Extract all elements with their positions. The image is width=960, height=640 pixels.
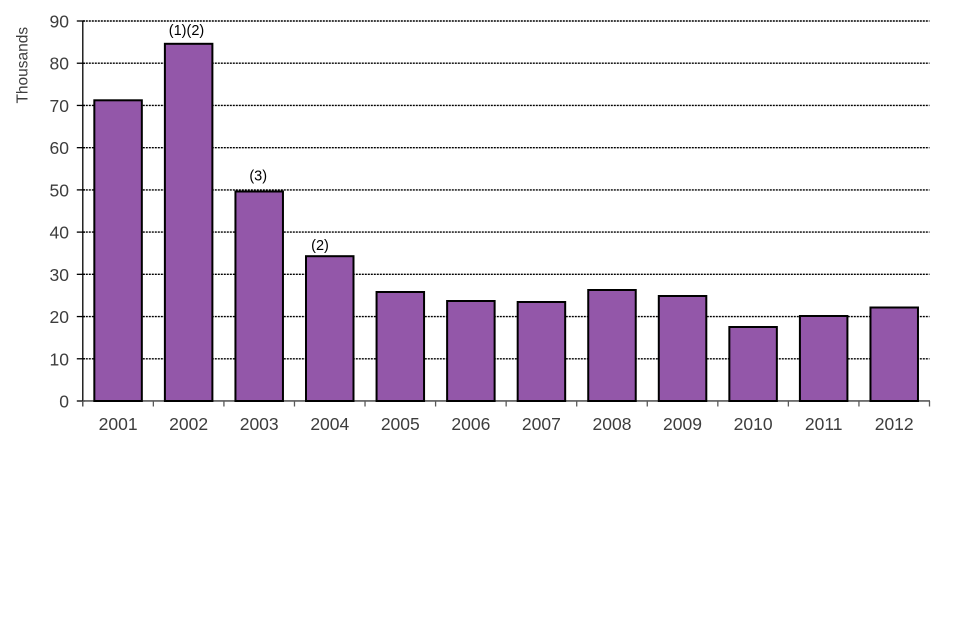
svg-text:40: 40 <box>50 223 70 243</box>
svg-text:70: 70 <box>50 96 70 116</box>
svg-text:2003: 2003 <box>240 414 279 434</box>
svg-text:(1)(2): (1)(2) <box>169 23 204 39</box>
svg-text:30: 30 <box>50 265 70 285</box>
svg-text:(3): (3) <box>249 168 267 184</box>
svg-text:Thousands: Thousands <box>15 27 32 104</box>
svg-text:2007: 2007 <box>522 414 561 434</box>
svg-text:2006: 2006 <box>451 414 490 434</box>
svg-text:90: 90 <box>50 12 70 32</box>
svg-text:50: 50 <box>50 180 70 200</box>
svg-text:2002: 2002 <box>169 414 208 434</box>
svg-text:2001: 2001 <box>99 414 138 434</box>
svg-text:2009: 2009 <box>663 414 702 434</box>
svg-text:80: 80 <box>50 54 70 74</box>
svg-text:2012: 2012 <box>875 414 914 434</box>
svg-text:2005: 2005 <box>381 414 420 434</box>
svg-text:2004: 2004 <box>310 414 349 434</box>
svg-text:10: 10 <box>50 349 70 369</box>
svg-text:2011: 2011 <box>805 414 843 434</box>
svg-text:2010: 2010 <box>734 414 773 434</box>
svg-text:60: 60 <box>50 138 70 158</box>
svg-text:20: 20 <box>50 307 70 327</box>
svg-text:0: 0 <box>59 392 69 412</box>
svg-text:(2): (2) <box>311 238 329 254</box>
svg-text:2008: 2008 <box>593 414 632 434</box>
